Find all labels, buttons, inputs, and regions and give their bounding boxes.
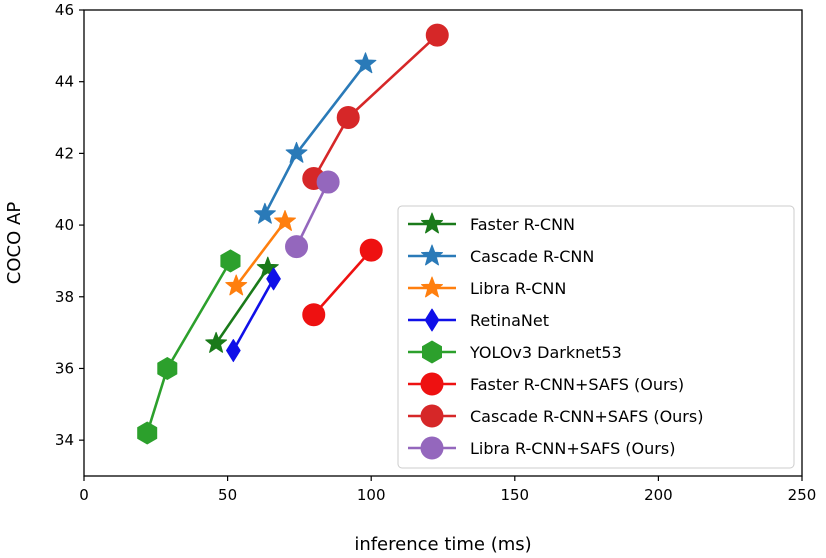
y-tick-label: 40 bbox=[55, 216, 74, 234]
legend-entry-libra-r-cnn: Libra R-CNN bbox=[408, 276, 566, 298]
series-line bbox=[235, 220, 287, 287]
x-tick-label: 150 bbox=[500, 486, 529, 504]
legend-marker bbox=[421, 244, 443, 266]
data-point bbox=[316, 170, 340, 194]
series-layer bbox=[137, 23, 449, 445]
data-point bbox=[336, 106, 360, 130]
x-tick-label: 200 bbox=[644, 486, 673, 504]
data-point bbox=[256, 256, 279, 278]
data-point bbox=[425, 23, 449, 47]
series-line bbox=[312, 249, 373, 316]
legend-entry-retinanet: RetinaNet bbox=[408, 308, 549, 332]
x-tick-label: 250 bbox=[788, 486, 817, 504]
y-tick-label: 34 bbox=[55, 431, 74, 449]
data-point bbox=[225, 274, 248, 296]
series-libra-r-cnn-safs-ours bbox=[285, 170, 340, 259]
data-point bbox=[354, 52, 377, 74]
legend-marker bbox=[420, 436, 444, 460]
legend-entry-faster-r-cnn: Faster R-CNN bbox=[408, 212, 575, 234]
data-point bbox=[254, 202, 276, 224]
data-point bbox=[285, 141, 308, 163]
y-tick-label: 44 bbox=[55, 73, 74, 91]
series-line bbox=[232, 278, 275, 352]
y-axis-title: COCO AP bbox=[4, 202, 25, 285]
x-tick-label: 0 bbox=[79, 486, 89, 504]
series-cascade-r-cnn bbox=[254, 52, 377, 224]
data-point bbox=[266, 267, 281, 291]
legend-entry-faster-r-cnn-safs-ours: Faster R-CNN+SAFS (Ours) bbox=[408, 372, 684, 396]
legend-label: YOLOv3 Darknet53 bbox=[469, 343, 622, 362]
legend-box bbox=[397, 205, 795, 469]
legend-marker bbox=[420, 404, 444, 428]
series-retinanet bbox=[226, 267, 281, 363]
legend-label: RetinaNet bbox=[470, 311, 549, 330]
data-point bbox=[274, 210, 296, 231]
data-point bbox=[205, 331, 228, 353]
x-tick-label: 50 bbox=[218, 486, 237, 504]
x-axis-title: inference time (ms) bbox=[354, 534, 531, 555]
y-tick-label: 38 bbox=[55, 288, 74, 306]
data-point bbox=[137, 421, 158, 445]
x-tick-label: 100 bbox=[357, 486, 386, 504]
legend-label: Libra R-CNN bbox=[470, 279, 566, 298]
data-point bbox=[157, 357, 178, 380]
legend-label: Libra R-CNN+SAFS (Ours) bbox=[470, 439, 675, 458]
legend-label: Faster R-CNN bbox=[470, 215, 575, 234]
legend-marker bbox=[422, 340, 442, 364]
data-point bbox=[226, 339, 241, 363]
series-line bbox=[295, 181, 330, 248]
legend-entry-libra-r-cnn-safs-ours: Libra R-CNN+SAFS (Ours) bbox=[408, 436, 675, 460]
legend-marker bbox=[421, 212, 443, 234]
legend-marker bbox=[424, 308, 440, 332]
data-point bbox=[302, 303, 326, 327]
legend-marker bbox=[421, 276, 443, 298]
data-point bbox=[220, 249, 241, 273]
axis-layer: 0 50 100 150 200 250 34 36 38 40 42 44 46 bbox=[55, 1, 816, 504]
series-libra-r-cnn bbox=[225, 210, 296, 296]
legend-label: Faster R-CNN+SAFS (Ours) bbox=[470, 375, 684, 394]
legend-entry-cascade-r-cnn-safs-ours: Cascade R-CNN+SAFS (Ours) bbox=[408, 404, 703, 428]
legend-label: Cascade R-CNN+SAFS (Ours) bbox=[470, 407, 703, 426]
series-line bbox=[215, 267, 269, 345]
legend-label: Cascade R-CNN bbox=[470, 247, 594, 266]
data-point bbox=[285, 235, 309, 259]
y-tick-label: 46 bbox=[55, 1, 74, 19]
data-point bbox=[359, 238, 383, 262]
legend-entry-yolov3-darknet53: YOLOv3 Darknet53 bbox=[408, 340, 622, 364]
y-tick-label: 36 bbox=[55, 359, 74, 377]
series-faster-r-cnn bbox=[205, 256, 279, 353]
legend-entry-cascade-r-cnn: Cascade R-CNN bbox=[408, 244, 594, 266]
y-tick-label: 42 bbox=[55, 144, 74, 162]
legend: Faster R-CNN Cascade R-CNN Libra R-CNN Reti… bbox=[397, 205, 795, 469]
series-yolov3-darknet53 bbox=[137, 249, 241, 445]
legend-marker bbox=[420, 372, 444, 396]
plot-frame bbox=[83, 9, 803, 477]
series-faster-r-cnn-safs-ours bbox=[302, 238, 383, 327]
